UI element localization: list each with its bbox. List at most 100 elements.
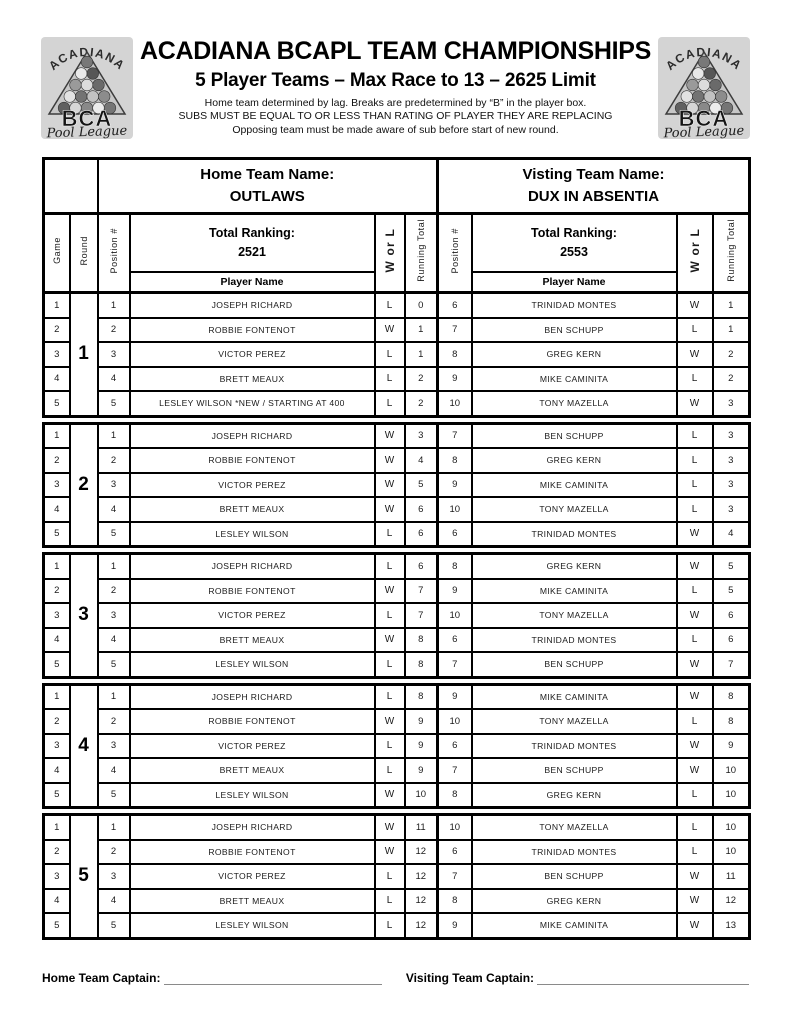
visiting-running-total: 4 xyxy=(711,520,751,548)
home-running-total: 2 xyxy=(403,390,439,417)
home-player-name: BRETT MEAUX xyxy=(128,887,376,914)
home-player-name: LESLEY WILSON xyxy=(128,781,376,809)
home-player-name: LESLEY WILSON xyxy=(128,912,376,939)
visiting-win-loss: L xyxy=(675,316,714,343)
page-subtitle: 5 Player Teams – Max Race to 13 – 2625 L… xyxy=(195,69,596,91)
game-number: 2 xyxy=(42,708,71,735)
visiting-position: 6 xyxy=(436,520,473,548)
home-player-name: VICTOR PEREZ xyxy=(128,341,376,368)
home-running-total: 6 xyxy=(403,496,439,523)
visiting-running-total: 1 xyxy=(711,291,751,319)
home-win-loss: L xyxy=(373,602,406,629)
home-player-name: LESLEY WILSON xyxy=(128,651,376,678)
home-player-name: ROBBIE FONTENOT xyxy=(128,316,376,343)
home-team-name-value: OUTLAWS xyxy=(229,188,305,205)
visiting-position: 8 xyxy=(436,341,473,368)
round-number: 2 xyxy=(68,421,99,548)
round-block-3: 1 3 1 JOSEPH RICHARD L 6 8 GREG KERN W 5 2 2 ROBBIE … xyxy=(42,552,751,679)
visiting-position: 6 xyxy=(436,838,473,865)
home-wl-column-label: W or L xyxy=(382,228,397,273)
visiting-win-loss: W xyxy=(675,390,714,417)
visiting-position: 10 xyxy=(436,708,473,735)
home-ranking-value: 2521 xyxy=(238,245,266,259)
visiting-player-name: GREG KERN xyxy=(470,552,678,580)
visiting-running-total: 3 xyxy=(711,421,751,449)
visiting-win-loss: L xyxy=(675,447,714,474)
home-position: 5 xyxy=(96,651,131,678)
game-row: 1 1 1 JOSEPH RICHARD L 0 6 TRINIDAD MONTES W 1 xyxy=(42,291,751,417)
game-number: 2 xyxy=(42,577,71,604)
visiting-position: 8 xyxy=(436,447,473,474)
home-win-loss: W xyxy=(373,626,406,653)
home-position: 3 xyxy=(96,471,131,498)
rule-note-2: SUBS MUST BE EQUAL TO OR LESS THAN RATIN… xyxy=(178,110,613,123)
bca-logo-icon: ACADIANA BCA Pool League xyxy=(658,37,750,141)
visiting-position: 7 xyxy=(436,651,473,678)
visiting-win-loss: L xyxy=(675,365,714,392)
home-position: 1 xyxy=(96,682,131,710)
visiting-position: 9 xyxy=(436,577,473,604)
visiting-running-total: 7 xyxy=(711,651,751,678)
visiting-position: 9 xyxy=(436,471,473,498)
home-running-total: 6 xyxy=(403,520,439,548)
visiting-team-name-cell: Visting Team Name: DUX IN ABSENTIA xyxy=(436,157,751,215)
visiting-running-total: 6 xyxy=(711,602,751,629)
visiting-position: 9 xyxy=(436,365,473,392)
home-win-loss: W xyxy=(373,471,406,498)
game-row: 2 2 ROBBIE FONTENOT W 12 6 TRINIDAD MONTES L 10 xyxy=(42,838,751,865)
home-running-total: 1 xyxy=(403,341,439,368)
game-row: 3 3 VICTOR PEREZ L 9 6 TRINIDAD MONTES W 9 xyxy=(42,732,751,759)
game-row: 5 5 LESLEY WILSON L 12 9 MIKE CAMINITA W 13 xyxy=(42,912,751,939)
home-player-name: BRETT MEAUX xyxy=(128,496,376,523)
round-number: 4 xyxy=(68,682,99,809)
game-row: 2 2 ROBBIE FONTENOT W 7 9 MIKE CAMINITA L 5 xyxy=(42,577,751,604)
home-position: 1 xyxy=(96,552,131,580)
home-player-name: VICTOR PEREZ xyxy=(128,863,376,890)
home-win-loss: L xyxy=(373,341,406,368)
home-win-loss: W xyxy=(373,813,406,841)
home-win-loss: W xyxy=(373,421,406,449)
home-running-total: 12 xyxy=(403,838,439,865)
round-number: 3 xyxy=(68,552,99,678)
visiting-player-name: TRINIDAD MONTES xyxy=(470,838,678,865)
visiting-running-total: 10 xyxy=(711,838,751,865)
visiting-running-total: 6 xyxy=(711,626,751,653)
home-running-total: 4 xyxy=(403,447,439,474)
home-position: 3 xyxy=(96,602,131,629)
team-name-row: Home Team Name: OUTLAWS Visting Team Nam… xyxy=(42,157,751,215)
visiting-win-loss: L xyxy=(675,626,714,653)
home-position: 2 xyxy=(96,708,131,735)
home-running-total: 11 xyxy=(403,813,439,841)
game-number: 1 xyxy=(42,552,71,580)
home-win-loss: W xyxy=(373,781,406,809)
visiting-player-name: MIKE CAMINITA xyxy=(470,471,678,498)
home-win-loss: L xyxy=(373,552,406,580)
visiting-running-total: 3 xyxy=(711,496,751,523)
game-number: 5 xyxy=(42,390,71,417)
visiting-ranking-value: 2553 xyxy=(560,245,588,259)
visiting-running-total: 2 xyxy=(711,341,751,368)
home-wl-column-header: W or L xyxy=(373,212,406,294)
corner-cell xyxy=(42,157,99,215)
game-row: 3 3 VICTOR PEREZ L 1 8 GREG KERN W 2 xyxy=(42,341,751,368)
game-row: 5 5 LESLEY WILSON W 10 8 GREG KERN L 10 xyxy=(42,781,751,809)
visiting-player-name: TRINIDAD MONTES xyxy=(470,520,678,548)
home-position: 2 xyxy=(96,447,131,474)
home-team-name-label: Home Team Name: xyxy=(200,166,335,184)
visiting-player-name: BEN SCHUPP xyxy=(470,863,678,890)
home-win-loss: W xyxy=(373,496,406,523)
visiting-win-loss: W xyxy=(675,863,714,890)
visiting-position: 6 xyxy=(436,291,473,319)
visiting-player-name: GREG KERN xyxy=(470,341,678,368)
home-position: 1 xyxy=(96,813,131,841)
home-position: 3 xyxy=(96,341,131,368)
page-title: ACADIANA BCAPL TEAM CHAMPIONSHIPS xyxy=(140,37,651,65)
visiting-running-total: 3 xyxy=(711,447,751,474)
game-number: 1 xyxy=(42,291,71,319)
game-row: 5 5 LESLEY WILSON L 6 6 TRINIDAD MONTES W 4 xyxy=(42,520,751,548)
visiting-player-name: TONY MAZELLA xyxy=(470,708,678,735)
visiting-running-total: 8 xyxy=(711,708,751,735)
home-position: 4 xyxy=(96,626,131,653)
home-running-column-label: Running Total xyxy=(415,219,426,282)
